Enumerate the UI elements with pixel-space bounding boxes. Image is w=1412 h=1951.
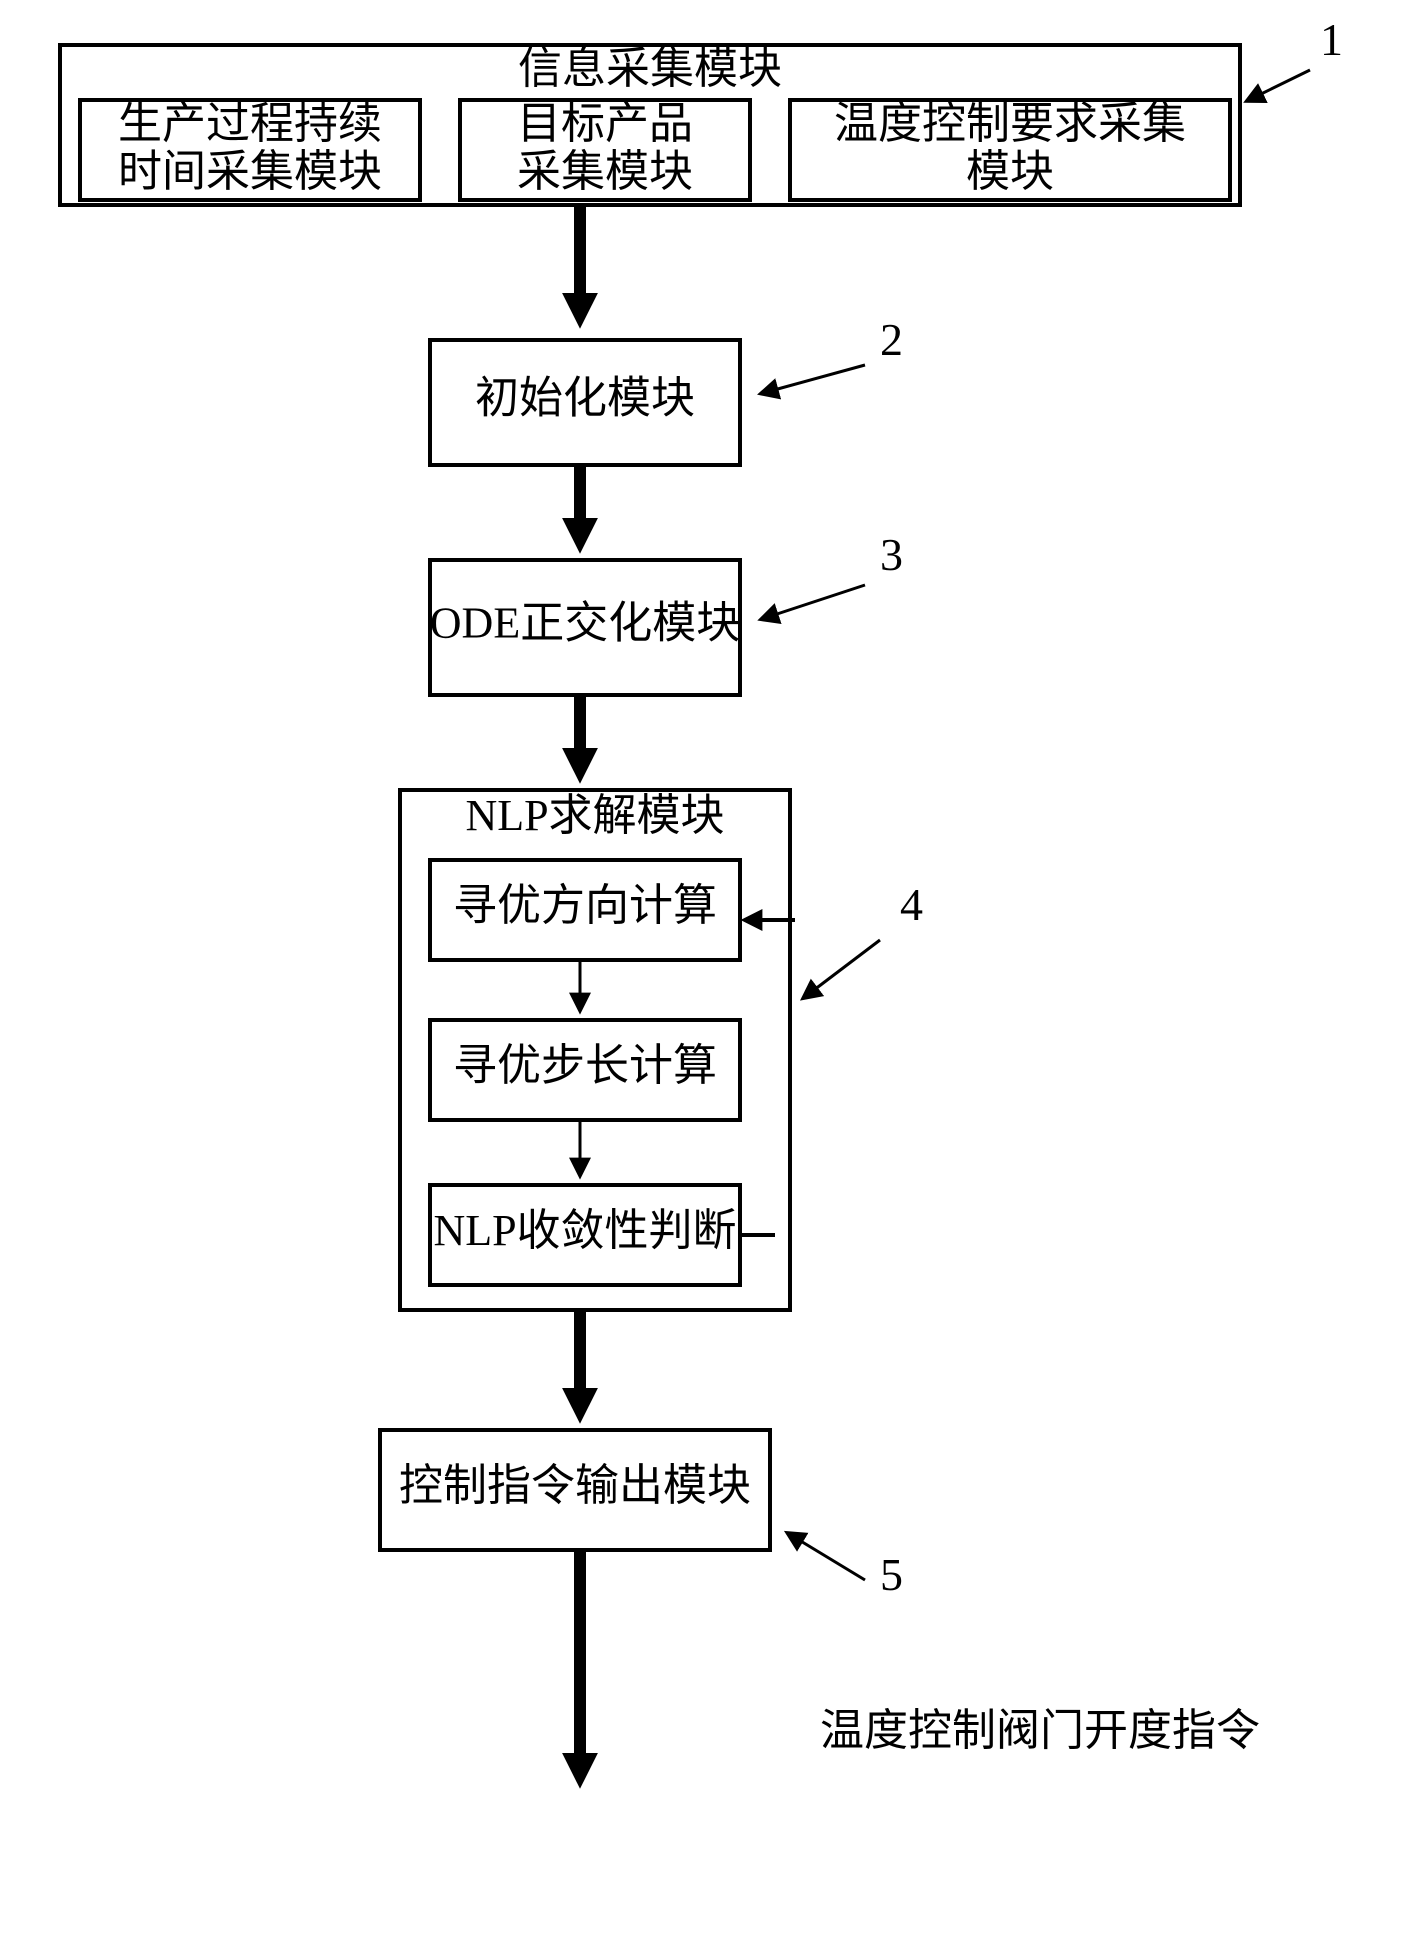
svg-text:5: 5 [880, 1549, 903, 1600]
init-module: 初始化模块 [430, 340, 740, 465]
flowchart-canvas: 信息采集模块生产过程持续时间采集模块目标产品采集模块温度控制要求采集模块初始化模… [0, 0, 1412, 1951]
svg-text:1: 1 [1320, 14, 1343, 65]
svg-text:初始化模块: 初始化模块 [475, 374, 695, 423]
ode-ortho-module: ODE正交化模块 [430, 560, 740, 695]
sub4b: 寻优步长计算 [430, 1020, 740, 1120]
control-output-module: 控制指令输出模块 [380, 1430, 770, 1550]
sub1a: 生产过程持续时间采集模块 [80, 99, 420, 200]
label-pointer-5: 5 [799, 1540, 903, 1600]
sub4a: 寻优方向计算 [430, 860, 740, 960]
sub1b: 目标产品采集模块 [460, 99, 750, 200]
svg-text:2: 2 [880, 314, 903, 365]
svg-text:温度控制要求采集: 温度控制要求采集 [834, 99, 1186, 148]
svg-text:寻优步长计算: 寻优步长计算 [453, 1041, 717, 1090]
svg-text:目标产品: 目标产品 [517, 99, 693, 148]
label-pointer-3: 3 [774, 529, 903, 615]
svg-text:采集模块: 采集模块 [517, 147, 693, 196]
label-pointer-2: 2 [774, 314, 903, 390]
svg-text:NLP收敛性判断: NLP收敛性判断 [433, 1206, 736, 1255]
svg-text:寻优方向计算: 寻优方向计算 [453, 881, 717, 930]
svg-text:模块: 模块 [966, 147, 1054, 196]
svg-text:NLP求解模块: NLP求解模块 [465, 791, 724, 840]
svg-text:控制指令输出模块: 控制指令输出模块 [399, 1461, 751, 1510]
svg-text:生产过程持续: 生产过程持续 [118, 99, 382, 148]
label-pointer-1: 1 [1259, 14, 1343, 95]
sub1c: 温度控制要求采集模块 [790, 99, 1230, 200]
svg-text:4: 4 [900, 879, 923, 930]
sub4c: NLP收敛性判断 [430, 1185, 740, 1285]
svg-text:信息采集模块: 信息采集模块 [518, 44, 782, 93]
label-pointer-4: 4 [814, 879, 923, 990]
output-label: 温度控制阀门开度指令 [820, 1706, 1260, 1755]
svg-text:时间采集模块: 时间采集模块 [118, 147, 382, 196]
svg-text:ODE正交化模块: ODE正交化模块 [430, 599, 740, 648]
svg-text:3: 3 [880, 529, 903, 580]
